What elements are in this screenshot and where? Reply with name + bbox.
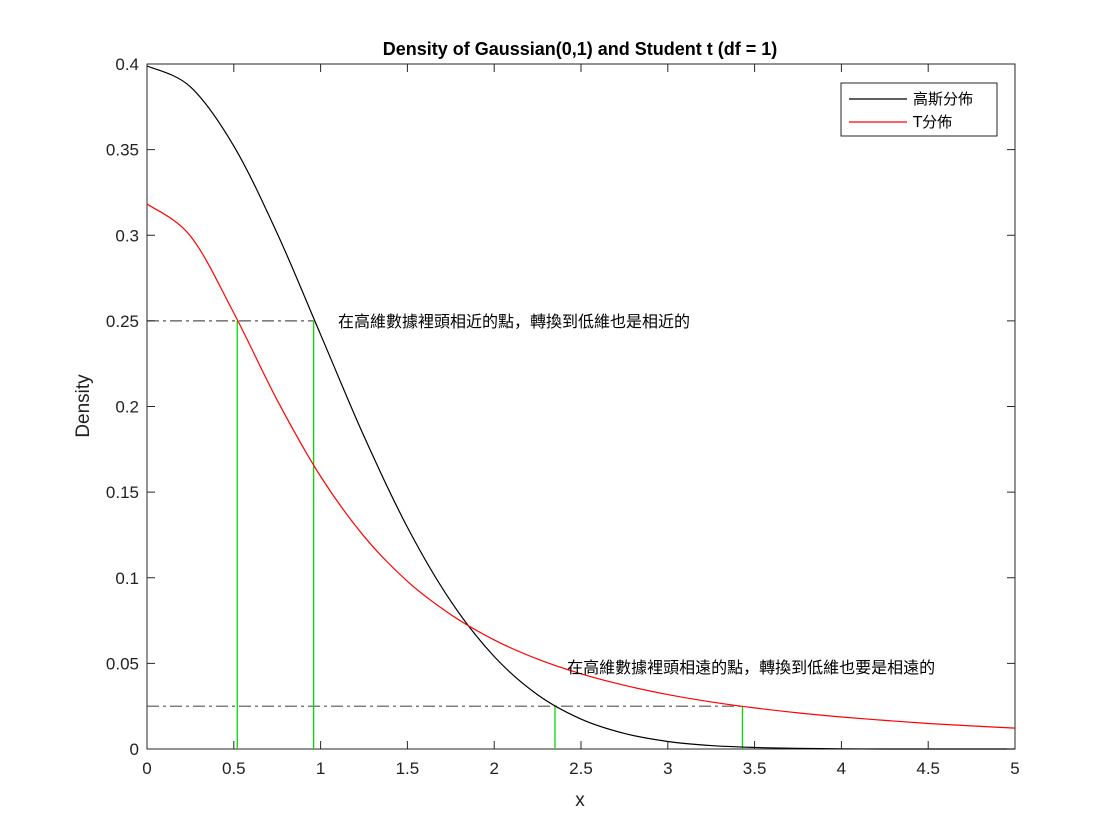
vertical-markers xyxy=(236,320,744,749)
x-tick-label: 0 xyxy=(142,759,151,778)
annotations: 在高維數據裡頭相近的點，轉換到低維也是相近的在高維數據裡頭相遠的點，轉換到低維也… xyxy=(338,312,935,677)
x-tick-label: 5 xyxy=(1010,759,1019,778)
y-tick-label: 0 xyxy=(130,740,139,759)
x-tick-label: 1.5 xyxy=(396,759,420,778)
legend-label-gaussian: 高斯分佈 xyxy=(913,90,973,108)
y-tick-label: 0.1 xyxy=(115,569,139,588)
x-axis-label: x xyxy=(575,790,585,811)
y-tick-label: 0.05 xyxy=(106,654,139,673)
annotation-0: 在高維數據裡頭相近的點，轉換到低維也是相近的 xyxy=(338,312,690,331)
x-tick-label: 3 xyxy=(663,759,672,778)
x-tick-label: 2.5 xyxy=(569,759,593,778)
legend-box xyxy=(840,82,998,137)
annotation-1: 在高維數據裡頭相遠的點，轉換到低維也要是相遠的 xyxy=(567,658,935,677)
x-tick-label: 3.5 xyxy=(743,759,767,778)
y-tick-label: 0.3 xyxy=(115,226,139,245)
x-tick-label: 0.5 xyxy=(222,759,246,778)
legend-label-t: T分佈 xyxy=(912,113,952,131)
x-tick-label: 2 xyxy=(489,759,498,778)
x-tick-label: 4 xyxy=(837,759,846,778)
y-tick-label: 0.25 xyxy=(106,312,139,331)
y-axis-label: Density xyxy=(73,374,94,438)
series-line-0 xyxy=(146,65,1015,750)
series-line-1 xyxy=(146,203,1016,729)
y-tick-label: 0.15 xyxy=(106,483,139,502)
reference-lines xyxy=(147,320,743,707)
legend: 高斯分佈 T分佈 xyxy=(840,82,998,137)
axis-ticks: 0 0.5 1 1.5 2 2.5 3 3.5 4 4.5 5 0 0.05 0.1 0.15 0.2 0.25… xyxy=(106,55,1020,778)
plot-area xyxy=(146,63,1016,750)
series-lines xyxy=(146,65,1016,750)
y-tick-label: 0.4 xyxy=(115,55,139,74)
y-tick-label: 0.2 xyxy=(115,398,139,417)
y-tick-label: 0.35 xyxy=(106,141,139,160)
x-tick-label: 4.5 xyxy=(916,759,940,778)
chart-title: Density of Gaussian(0,1) and Student t (… xyxy=(383,39,778,59)
x-tick-label: 1 xyxy=(316,759,325,778)
